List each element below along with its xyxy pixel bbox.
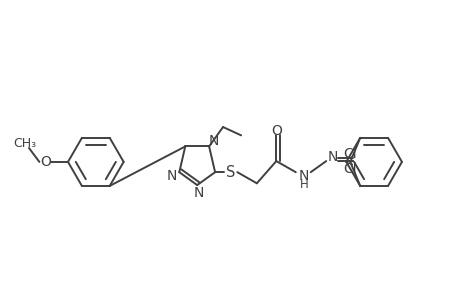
Text: N: N [208, 134, 219, 148]
Text: N: N [298, 169, 308, 183]
Text: N: N [166, 169, 176, 183]
Text: CH₃: CH₃ [13, 137, 36, 150]
Text: N: N [194, 186, 204, 200]
Text: O: O [270, 124, 281, 138]
Text: S: S [225, 165, 235, 180]
Text: Cl: Cl [343, 147, 357, 161]
Text: O: O [40, 155, 50, 169]
Text: H: H [299, 178, 308, 190]
Text: Cl: Cl [343, 162, 357, 176]
Text: N: N [327, 150, 338, 164]
